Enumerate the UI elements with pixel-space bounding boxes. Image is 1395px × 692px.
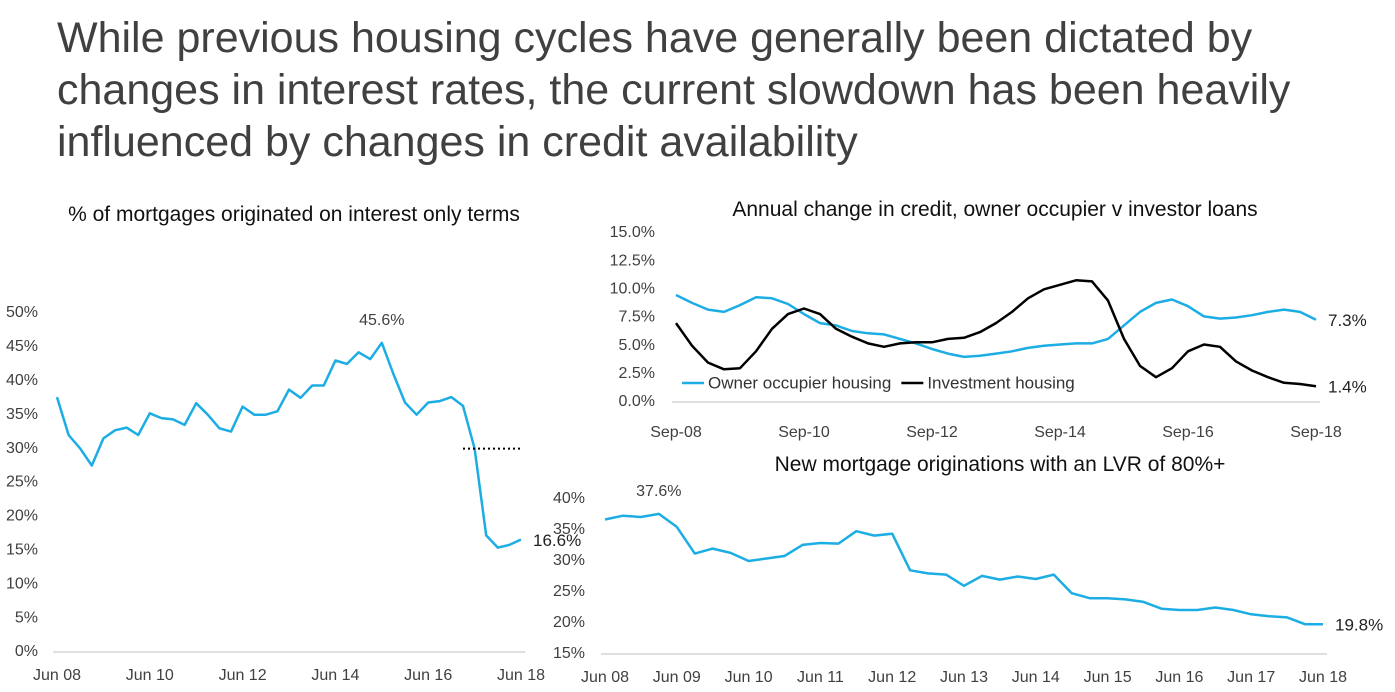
value-label: 37.6% (636, 483, 681, 500)
x-tick-label: Sep-08 (650, 424, 702, 441)
x-tick-label: Jun 09 (653, 669, 701, 686)
value-label: 45.6% (359, 312, 404, 329)
x-tick-label: Jun 16 (404, 667, 452, 684)
series-line (675, 293, 1317, 359)
y-tick-label: 30% (553, 552, 585, 569)
y-tick-label: 2.5% (619, 365, 655, 382)
x-tick-label: Jun 08 (581, 669, 629, 686)
slide-title: While previous housing cycles have gener… (57, 14, 1291, 166)
value-label: 7.3% (1328, 311, 1367, 330)
value-label: 19.8% (1335, 616, 1383, 635)
y-tick-label: 15% (553, 645, 585, 662)
y-tick-label: 20% (6, 508, 38, 525)
x-tick-label: Jun 08 (33, 667, 81, 684)
x-tick-label: Sep-14 (1034, 424, 1086, 441)
x-tick-label: Sep-12 (906, 424, 958, 441)
x-tick-label: Jun 18 (1299, 669, 1347, 686)
series-line (55, 341, 522, 549)
x-tick-label: Jun 14 (1012, 669, 1060, 686)
x-tick-label: Jun 15 (1084, 669, 1132, 686)
value-label: 16.6% (533, 531, 581, 550)
y-tick-label: 20% (553, 614, 585, 631)
chart-title: New mortgage originations with an LVR of… (774, 453, 1226, 476)
x-tick-label: Jun 10 (725, 669, 773, 686)
x-tick-label: Sep-10 (778, 424, 830, 441)
y-tick-label: 35% (553, 521, 585, 538)
y-tick-label: 50% (6, 304, 38, 321)
legend-label: Investment housing (927, 373, 1074, 392)
x-tick-label: Sep-18 (1290, 424, 1342, 441)
value-label: 1.4% (1328, 378, 1367, 397)
y-tick-label: 5% (15, 609, 38, 626)
series-line (674, 279, 1317, 388)
y-tick-label: 12.5% (610, 252, 655, 269)
y-tick-label: 15.0% (610, 224, 655, 241)
y-tick-label: 0% (15, 643, 38, 660)
x-tick-label: Jun 12 (219, 667, 267, 684)
y-tick-label: 7.5% (619, 309, 655, 326)
x-tick-label: Jun 14 (311, 667, 359, 684)
x-tick-label: Jun 13 (940, 669, 988, 686)
y-tick-label: 40% (553, 490, 585, 507)
y-tick-label: 35% (6, 406, 38, 423)
chart-title: Annual change in credit, owner occupier … (732, 198, 1258, 221)
legend-label: Owner occupier housing (708, 373, 891, 392)
y-tick-label: 25% (6, 474, 38, 491)
y-tick-label: 40% (6, 372, 38, 389)
x-tick-label: Sep-16 (1162, 424, 1214, 441)
series-line (604, 512, 1323, 626)
y-tick-label: 45% (6, 338, 38, 355)
y-tick-label: 10% (6, 575, 38, 592)
x-tick-label: Jun 12 (868, 669, 916, 686)
x-tick-label: Jun 11 (797, 669, 844, 686)
x-tick-label: Jun 17 (1227, 669, 1275, 686)
y-tick-label: 15% (6, 542, 38, 559)
y-tick-label: 30% (6, 440, 38, 457)
y-tick-label: 25% (553, 583, 585, 600)
x-tick-label: Jun 18 (497, 667, 545, 684)
chart-title: % of mortgages originated on interest on… (68, 203, 520, 226)
y-tick-label: 10.0% (610, 281, 655, 298)
x-tick-label: Jun 10 (126, 667, 174, 684)
y-tick-label: 0.0% (619, 393, 655, 410)
y-tick-label: 5.0% (619, 337, 655, 354)
x-tick-label: Jun 16 (1155, 669, 1203, 686)
